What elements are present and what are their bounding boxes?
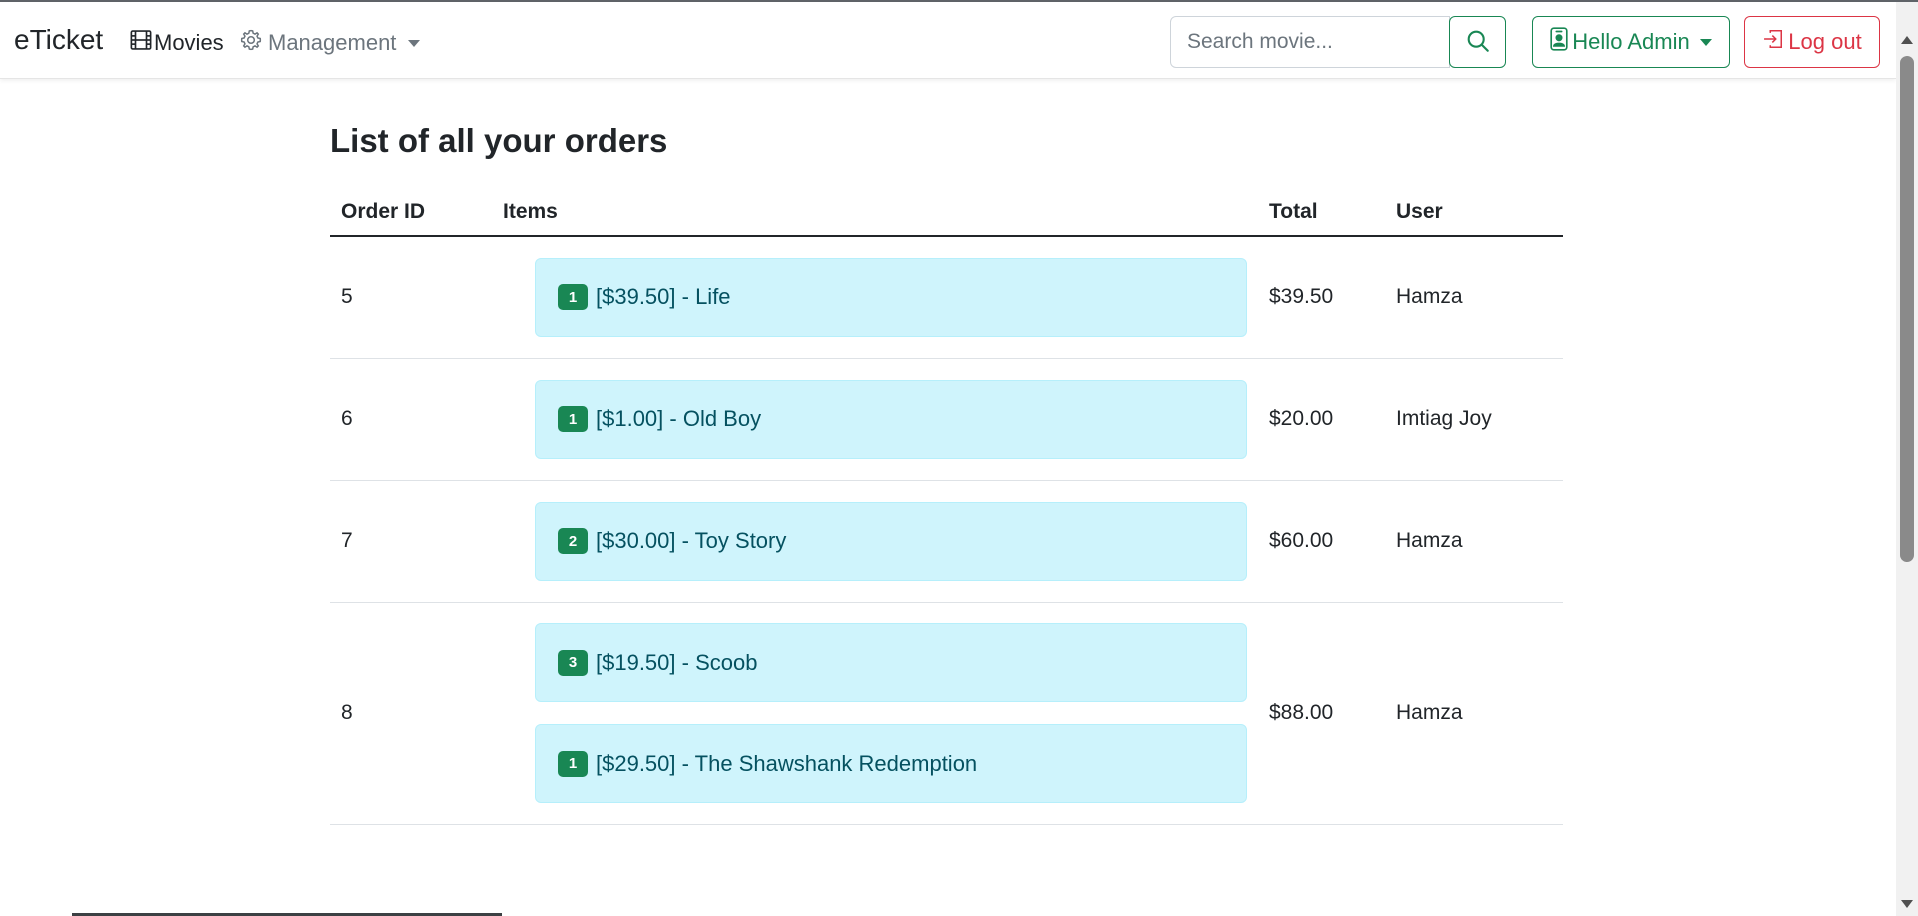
order-total-cell: $20.00 <box>1258 358 1385 481</box>
chevron-down-icon <box>408 39 421 47</box>
window-top-border <box>0 0 1918 2</box>
logout-icon <box>1762 28 1784 56</box>
chevron-down-icon <box>1699 38 1712 46</box>
quantity-badge: 3 <box>558 649 588 676</box>
order-items-cell: 3 [$19.50] - Scoob 1 [$29.50] - The Shaw… <box>492 602 1258 825</box>
order-user-cell: Hamza <box>1385 236 1563 359</box>
order-items-cell: 1 [$1.00] - Old Boy <box>492 358 1258 481</box>
order-user-cell: Hamza <box>1385 602 1563 825</box>
orders-table: Order ID Items Total User 5 1 [$39.50] -… <box>330 188 1563 825</box>
order-items-cell: 1 [$39.50] - Life <box>492 236 1258 359</box>
table-row: 8 3 [$19.50] - Scoob 1 [$29.50] - The Sh… <box>330 602 1563 825</box>
search-input[interactable] <box>1170 16 1450 68</box>
order-total-cell: $60.00 <box>1258 480 1385 603</box>
order-items-cell: 2 [$30.00] - Toy Story <box>492 480 1258 603</box>
order-id-cell: 8 <box>330 602 492 825</box>
order-user-cell: Imtiag Joy <box>1385 358 1563 481</box>
order-user-cell: Hamza <box>1385 480 1563 603</box>
column-header-items: Items <box>492 188 1258 237</box>
order-item: 1 [$29.50] - The Shawshank Redemption <box>535 724 1247 803</box>
order-item-label: [$19.50] - Scoob <box>596 649 758 675</box>
gear-icon <box>240 29 262 57</box>
column-header-order-id: Order ID <box>330 188 492 237</box>
order-id-cell: 5 <box>330 236 492 359</box>
table-header-row: Order ID Items Total User <box>330 188 1563 237</box>
order-total-cell: $88.00 <box>1258 602 1385 825</box>
logout-label: Log out <box>1788 29 1862 54</box>
scrollbar-thumb[interactable] <box>1900 56 1914 562</box>
search-button[interactable] <box>1449 16 1506 68</box>
logout-button[interactable]: Log out <box>1744 16 1880 68</box>
nav-management-label: Management <box>268 30 397 55</box>
nav-management-dropdown[interactable]: Management <box>240 28 421 58</box>
navbar: eTicket Movies Management <box>0 2 1896 79</box>
order-item: 3 [$19.50] - Scoob <box>535 623 1247 702</box>
vertical-scrollbar[interactable] <box>1896 2 1918 916</box>
quantity-badge: 1 <box>558 406 588 432</box>
table-row: 7 2 [$30.00] - Toy Story $60.00 Hamza <box>330 480 1563 603</box>
column-header-user: User <box>1385 188 1563 237</box>
page-title: List of all your orders <box>330 122 668 159</box>
person-badge-icon <box>1550 27 1568 57</box>
quantity-badge: 1 <box>558 284 588 311</box>
scroll-down-arrow-icon[interactable] <box>1901 900 1913 908</box>
column-header-total: Total <box>1258 188 1385 237</box>
brand-link[interactable]: eTicket <box>14 24 104 55</box>
order-id-cell: 6 <box>330 358 492 481</box>
horizontal-scroll-indicator <box>72 913 502 916</box>
order-item: 1 [$39.50] - Life <box>535 257 1247 337</box>
order-item: 1 [$1.00] - Old Boy <box>535 379 1247 459</box>
table-row: 5 1 [$39.50] - Life $39.50 Hamza <box>330 236 1563 359</box>
scroll-up-arrow-icon[interactable] <box>1901 36 1913 44</box>
order-item-label: [$29.50] - The Shawshank Redemption <box>596 750 978 776</box>
admin-profile-dropdown[interactable]: Hello Admin <box>1532 16 1730 68</box>
admin-label: Hello Admin <box>1572 29 1690 54</box>
order-item-label: [$30.00] - Toy Story <box>596 528 787 553</box>
quantity-badge: 2 <box>558 528 588 554</box>
table-row: 6 1 [$1.00] - Old Boy $20.00 Imtiag Joy <box>330 358 1563 481</box>
quantity-badge: 1 <box>558 750 588 777</box>
nav-movies-link[interactable]: Movies <box>130 28 224 58</box>
order-item: 2 [$30.00] - Toy Story <box>535 501 1247 581</box>
order-id-cell: 7 <box>330 480 492 603</box>
order-item-label: [$1.00] - Old Boy <box>596 406 762 431</box>
film-icon <box>130 29 152 57</box>
order-item-label: [$39.50] - Life <box>596 284 731 310</box>
search-icon <box>1466 29 1490 56</box>
order-total-cell: $39.50 <box>1258 236 1385 359</box>
nav-movies-label: Movies <box>154 30 224 55</box>
